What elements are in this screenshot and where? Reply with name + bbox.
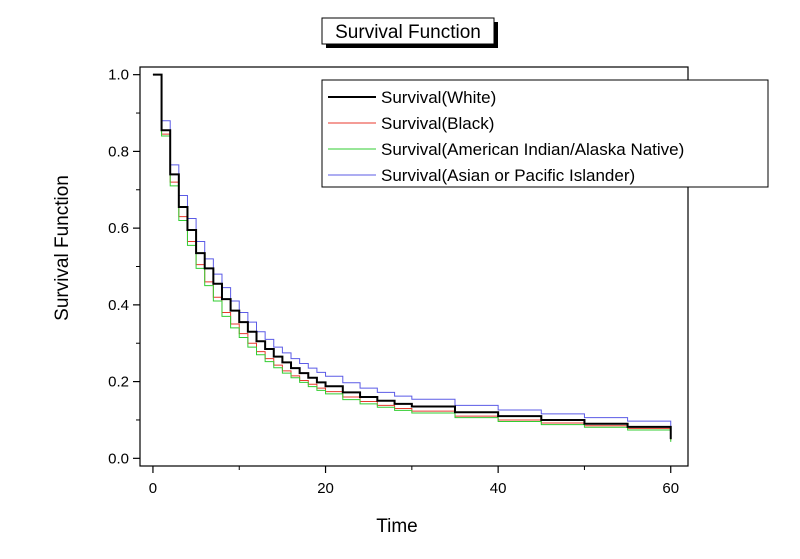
legend-label-3: Survival(Asian or Pacific Islander) bbox=[381, 166, 635, 185]
series-layer bbox=[152, 73, 672, 442]
x-tick-label-3: 60 bbox=[662, 480, 679, 497]
x-tick-label-1: 20 bbox=[317, 480, 334, 497]
x-tick-label-2: 40 bbox=[490, 480, 507, 497]
legend-box bbox=[321, 79, 769, 188]
series-line-3 bbox=[152, 74, 672, 434]
series-line-0 bbox=[152, 73, 672, 440]
y-tick-label-5: 1.0 bbox=[108, 67, 129, 84]
chart-title: Survival Function bbox=[335, 22, 481, 43]
legend-label-2: Survival(American Indian/Alaska Native) bbox=[381, 140, 684, 159]
chart-title-box: Survival Function bbox=[321, 17, 498, 48]
y-axis: 0.0 0.2 0.4 0.6 0.8 1.0 bbox=[108, 67, 140, 467]
y-tick-label-2: 0.4 bbox=[108, 297, 129, 314]
x-axis: 0 20 40 60 bbox=[149, 466, 679, 497]
y-tick-label-3: 0.6 bbox=[108, 220, 129, 237]
x-axis-title: Time bbox=[376, 516, 418, 537]
legend: Survival(White) Survival(Black) Survival(A… bbox=[321, 79, 769, 188]
x-tick-label-0: 0 bbox=[149, 480, 157, 497]
y-tick-label-1: 0.2 bbox=[108, 374, 129, 391]
legend-label-1: Survival(Black) bbox=[381, 114, 494, 133]
legend-entries: Survival(White) Survival(Black) Survival(A… bbox=[328, 88, 684, 185]
legend-label-0: Survival(White) bbox=[381, 88, 496, 107]
y-tick-label-4: 0.8 bbox=[108, 143, 129, 160]
y-axis-title: Survival Function bbox=[52, 175, 73, 321]
series-line-2 bbox=[152, 74, 672, 442]
y-tick-label-0: 0.0 bbox=[108, 450, 129, 467]
